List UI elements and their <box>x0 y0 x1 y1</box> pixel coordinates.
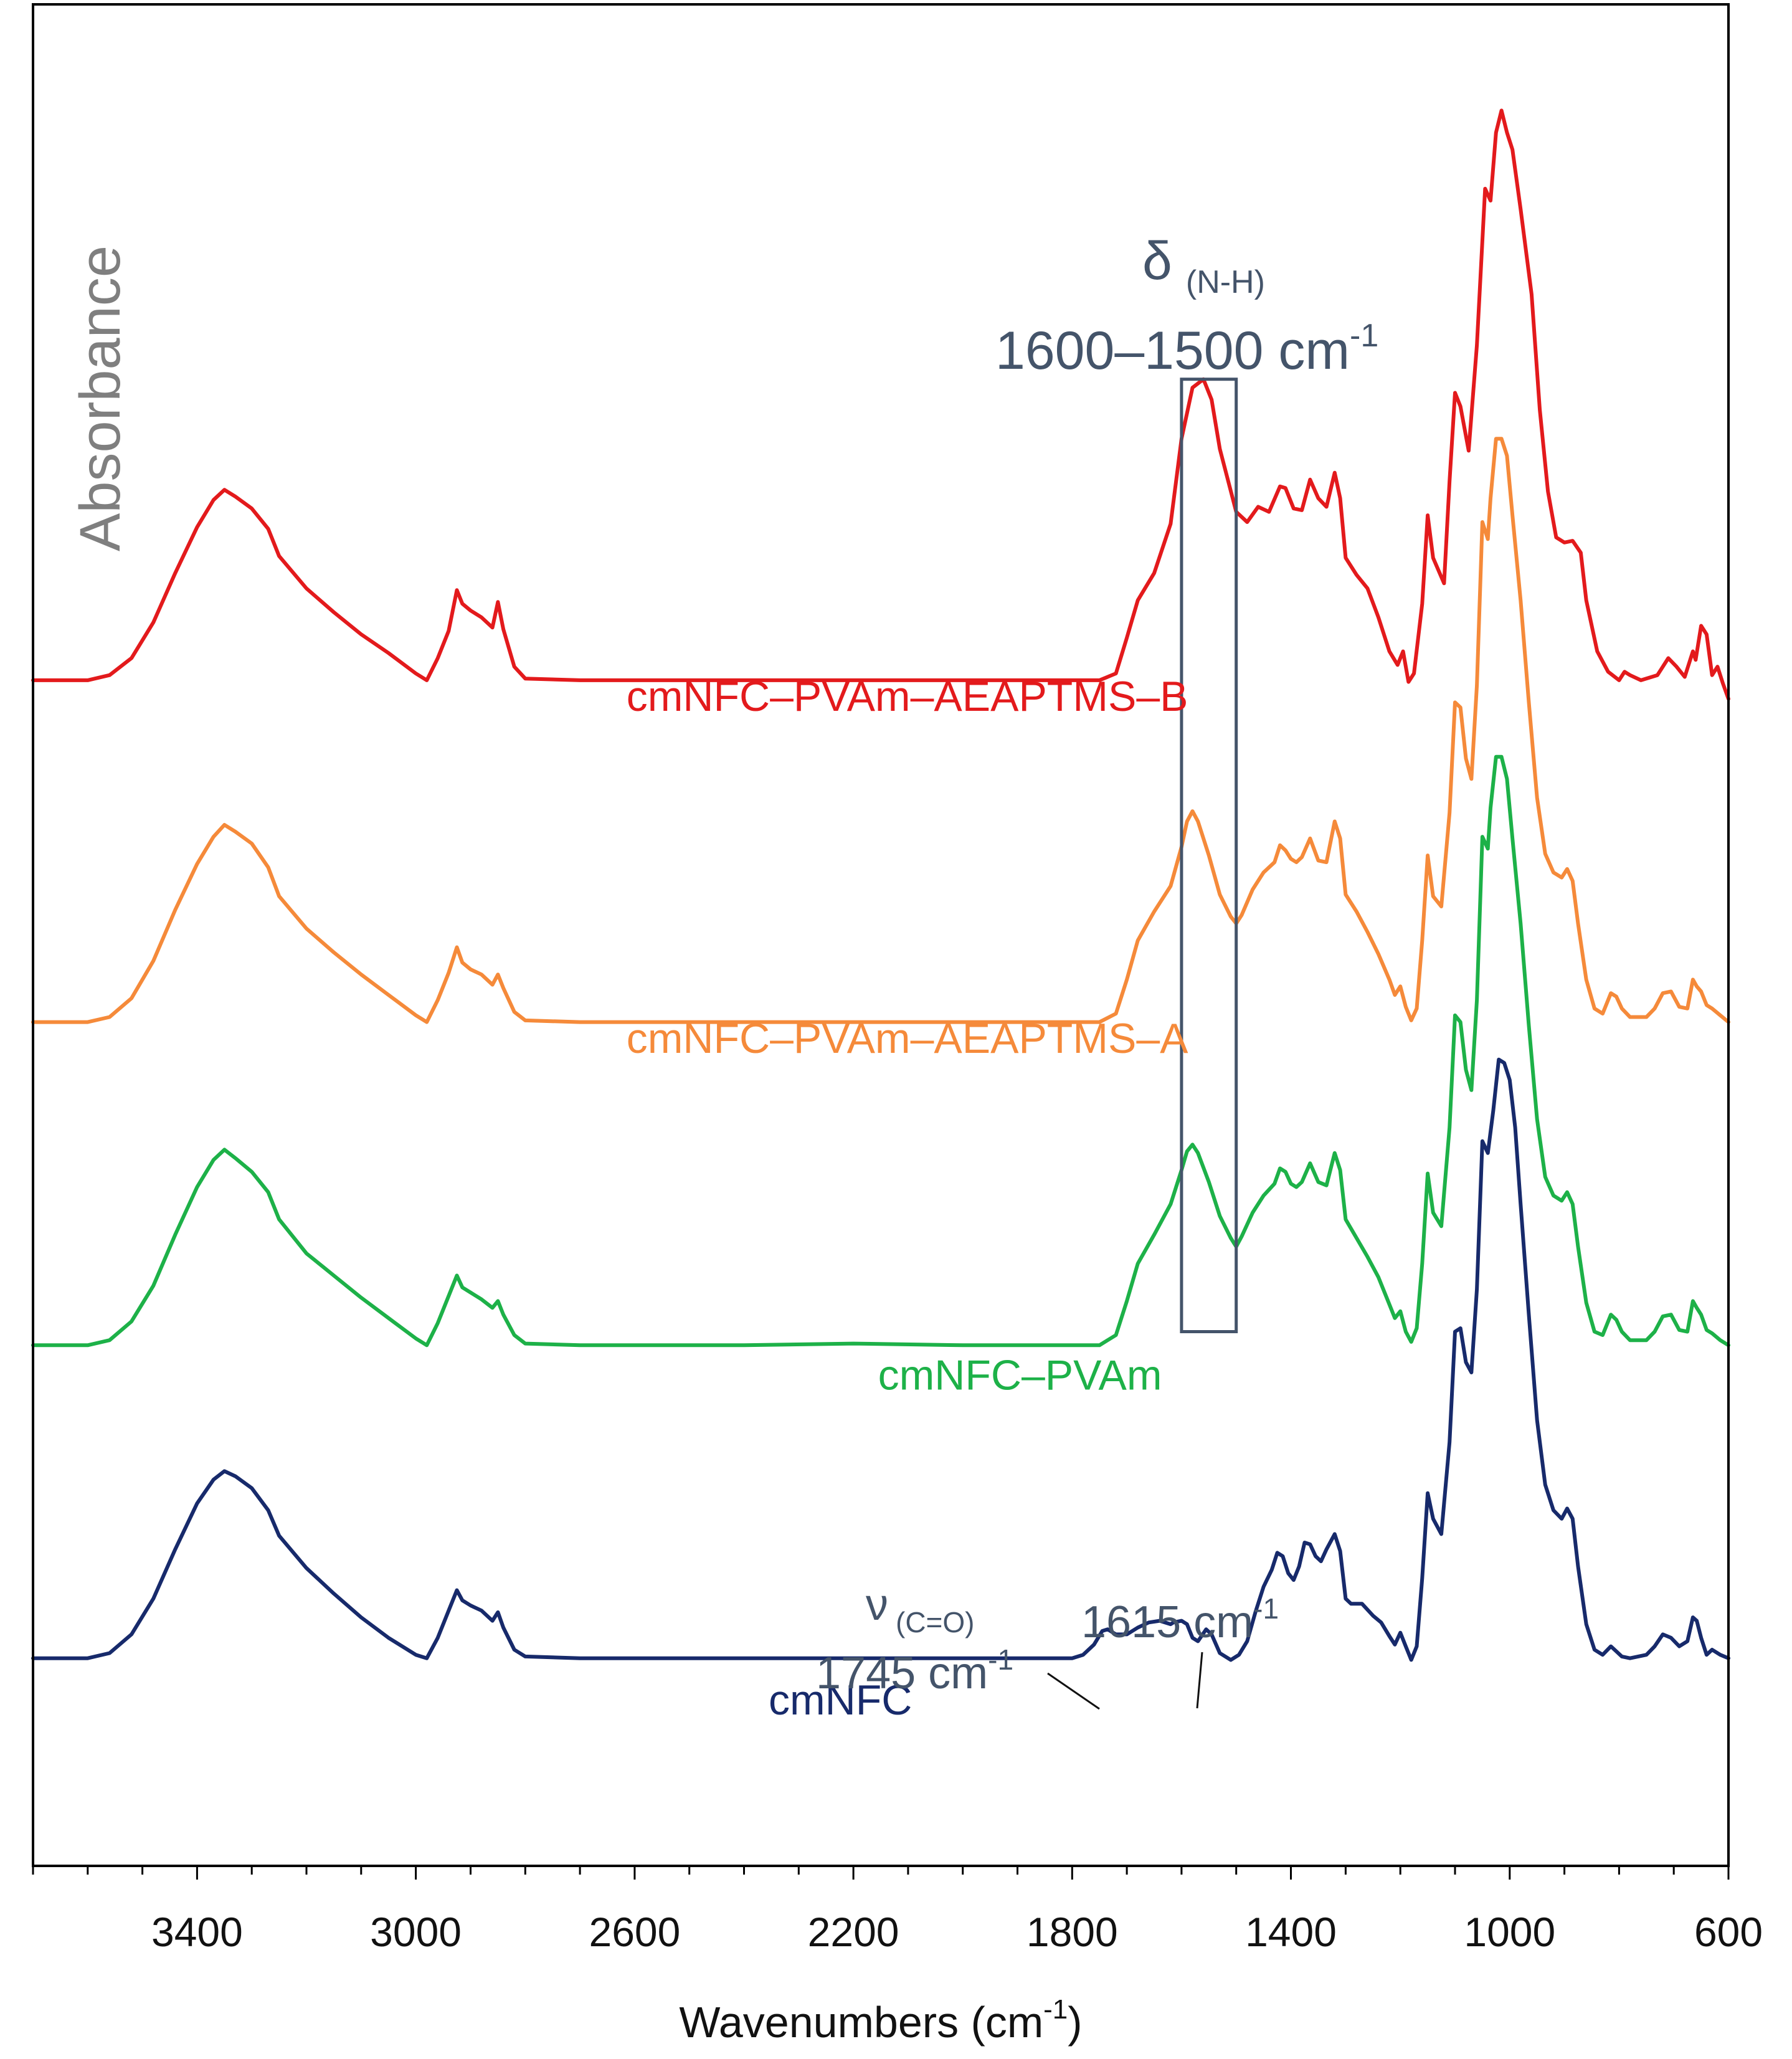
co-nu-label: ν (C=O) <box>866 1580 975 1638</box>
nh-annotation: δ (N-H) 1600–1500 cm-1 <box>995 231 1378 381</box>
co-pointer-line <box>1047 1672 1100 1710</box>
series-labels: cmNFC–PVAm–AEAPTMS–B cmNFC–PVAm–AEAPTMS–A… <box>627 673 1188 1724</box>
series-line-3 <box>31 754 1730 1348</box>
nh-range-sup: -1 <box>1350 318 1378 354</box>
co-value-text: 1745 cm <box>816 1648 988 1698</box>
y-axis-title: Absorbance <box>69 245 132 551</box>
series-line-4 <box>31 1057 1730 1662</box>
x-tick-label-1800: 1800 <box>1026 1909 1118 1955</box>
plot-frame <box>32 3 1730 1867</box>
region-highlight <box>1180 378 1238 1334</box>
co-value-sup: -1 <box>988 1643 1013 1676</box>
x-tick-label-3400: 3400 <box>151 1909 243 1955</box>
co-annotation: ν (C=O) 1745 cm-1 <box>816 1580 1100 1710</box>
nh-range-text: 1600–1500 cm <box>995 321 1350 381</box>
series-line-1 <box>31 108 1730 701</box>
x-tick-label-1400: 1400 <box>1245 1909 1337 1955</box>
co-nu-symbol: ν <box>866 1580 888 1630</box>
series-line-2 <box>31 437 1730 1024</box>
peak-1615-sup: -1 <box>1253 1592 1279 1625</box>
nh-range-label: 1600–1500 cm-1 <box>995 318 1378 381</box>
x-axis-title-close: ) <box>1068 1998 1082 2047</box>
nh-delta-label: δ (N-H) <box>1142 231 1265 300</box>
series-layer <box>31 108 1730 1662</box>
x-tick-label-600: 600 <box>1694 1909 1763 1955</box>
peak-1615-annotation: 1615 cm-1 <box>1081 1592 1279 1709</box>
co-value-label: 1745 cm-1 <box>816 1643 1013 1698</box>
x-tick-label-3000: 3000 <box>370 1909 462 1955</box>
series-label-2: cmNFC–PVAm–AEAPTMS–A <box>627 1015 1188 1062</box>
x-tick-label-2200: 2200 <box>808 1909 899 1955</box>
series-label-1: cmNFC–PVAm–AEAPTMS–B <box>627 673 1188 720</box>
peak-1615-pointer-line <box>1196 1652 1203 1709</box>
series-label-4: cmNFC <box>769 1676 912 1724</box>
co-nu-sub: (C=O) <box>896 1606 975 1638</box>
x-axis-title-text: Wavenumbers (cm <box>679 1998 1043 2047</box>
series-label-3: cmNFC–PVAm <box>878 1351 1162 1399</box>
x-tick-label-2600: 2600 <box>589 1909 680 1955</box>
peak-1615-text: 1615 cm <box>1081 1597 1253 1647</box>
peak-1615-label: 1615 cm-1 <box>1081 1592 1279 1647</box>
nh-delta-symbol: δ <box>1142 231 1172 291</box>
nh-region-box <box>1180 378 1238 1334</box>
x-tick-label-1000: 1000 <box>1464 1909 1555 1955</box>
x-axis-title-sup: -1 <box>1043 1994 1068 2025</box>
x-axis-title: Wavenumbers (cm-1) <box>679 1994 1082 2047</box>
x-axis: 3400 3000 2600 2200 1800 1400 1000 600 <box>32 1866 1763 1955</box>
nh-delta-sub: (N-H) <box>1186 264 1265 300</box>
